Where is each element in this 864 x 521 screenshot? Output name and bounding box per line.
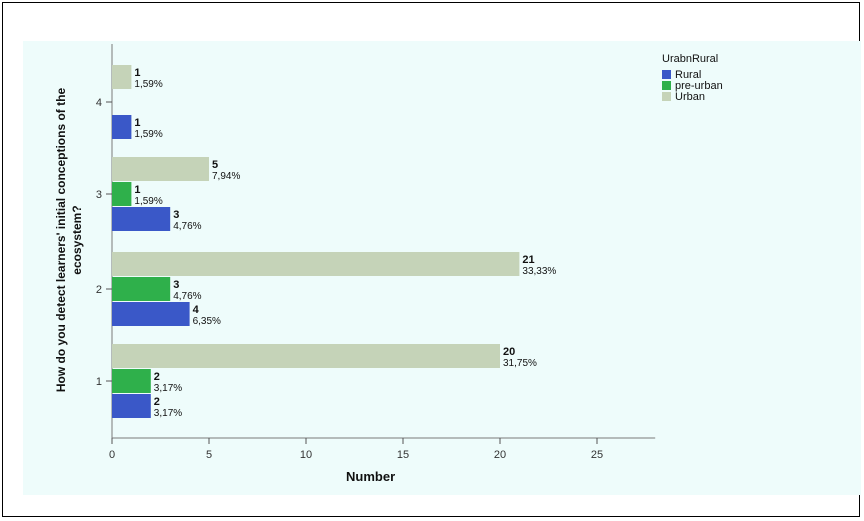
count-label-rural-3: 3: [173, 209, 179, 221]
y-tick-label-4: 4: [96, 97, 102, 109]
percent-label-urban-3: 7,94%: [212, 171, 240, 182]
percent-label-pre-urban-3: 1,59%: [134, 196, 162, 207]
legend-label-pre-urban: pre-urban: [675, 80, 723, 92]
x-tick-label-20: 20: [494, 449, 506, 461]
x-tick-label-0: 0: [109, 449, 115, 461]
percent-label-rural-3: 4,76%: [173, 221, 201, 232]
percent-label-pre-urban-1: 3,17%: [154, 383, 182, 394]
legend-swatch-rural: [662, 70, 671, 79]
bar-rural-4: [112, 115, 132, 139]
x-tick-label-5: 5: [206, 449, 212, 461]
y-tick-label-1: 1: [96, 376, 102, 388]
y-tick-label-2: 2: [96, 284, 102, 296]
x-tick-label-15: 15: [397, 449, 409, 461]
count-label-rural-4: 1: [134, 117, 140, 129]
count-label-pre-urban-2: 3: [173, 279, 179, 291]
bar-rural-1: [112, 394, 151, 418]
count-label-urban-4: 1: [134, 67, 140, 79]
bar-pre-urban-1: [112, 369, 151, 393]
x-tick-label-10: 10: [300, 449, 312, 461]
bar-pre-urban-3: [112, 182, 132, 206]
bar-pre-urban-2: [112, 277, 171, 301]
count-label-pre-urban-1: 2: [154, 371, 160, 383]
percent-label-rural-2: 6,35%: [193, 316, 221, 327]
count-label-urban-2: 21: [522, 254, 534, 266]
y-axis-title-line-1: How do you detect learners' initial conc…: [54, 88, 68, 393]
count-label-urban-3: 5: [212, 159, 218, 171]
count-label-rural-2: 4: [193, 304, 200, 316]
percent-label-urban-2: 33,33%: [522, 266, 556, 277]
count-label-urban-1: 20: [503, 346, 515, 358]
legend-label-urban: Urban: [675, 91, 705, 103]
legend-swatch-urban: [662, 92, 671, 101]
percent-label-pre-urban-2: 4,76%: [173, 291, 201, 302]
legend-swatch-pre-urban: [662, 81, 671, 90]
count-label-pre-urban-3: 1: [134, 184, 140, 196]
legend-label-rural: Rural: [675, 69, 701, 81]
bar-urban-3: [112, 157, 209, 181]
bar-urban-4: [112, 65, 132, 89]
bar-rural-3: [112, 207, 171, 231]
y-axis-title-line-2: ecosystem?: [70, 205, 84, 274]
percent-label-urban-1: 31,75%: [503, 358, 537, 369]
y-tick-label-3: 3: [96, 189, 102, 201]
count-label-rural-1: 2: [154, 396, 160, 408]
percent-label-urban-4: 1,59%: [134, 79, 162, 90]
y-axis-title: How do you detect learners' initial conc…: [54, 88, 84, 393]
legend-title: UrabnRural: [662, 53, 718, 65]
x-axis-title: Number: [346, 469, 395, 484]
bar-rural-2: [112, 302, 190, 326]
bar-urban-2: [112, 252, 520, 276]
bar-urban-1: [112, 344, 500, 368]
x-tick-label-25: 25: [591, 449, 603, 461]
percent-label-rural-4: 1,59%: [134, 129, 162, 140]
percent-label-rural-1: 3,17%: [154, 408, 182, 419]
